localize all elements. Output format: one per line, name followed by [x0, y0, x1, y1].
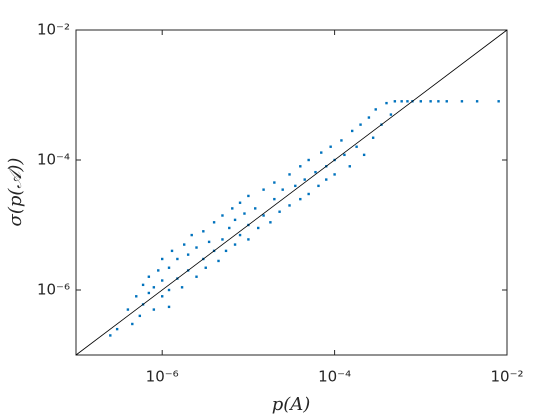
point	[152, 308, 156, 311]
point	[183, 243, 186, 246]
point	[307, 192, 310, 196]
point	[329, 145, 332, 148]
y-tick-label: 10⁻⁶	[37, 281, 70, 299]
point	[262, 214, 265, 217]
point	[217, 259, 220, 263]
point	[325, 178, 328, 181]
point	[141, 283, 145, 287]
point	[281, 188, 284, 191]
point	[314, 170, 317, 174]
point	[126, 308, 130, 311]
point	[138, 314, 142, 318]
point	[135, 295, 138, 298]
point	[221, 214, 224, 217]
point	[195, 275, 198, 278]
point	[231, 207, 234, 210]
point	[445, 100, 448, 103]
point	[359, 123, 362, 126]
point	[152, 286, 156, 289]
point	[176, 257, 179, 261]
point	[161, 295, 164, 298]
point	[406, 100, 409, 103]
point	[233, 218, 237, 222]
point	[299, 197, 302, 201]
point	[385, 101, 388, 105]
point	[247, 194, 250, 198]
point	[167, 305, 171, 309]
point	[333, 173, 336, 176]
point	[497, 100, 500, 103]
y-tick-label: 10⁻²	[37, 21, 70, 39]
point	[317, 184, 320, 188]
x-tick-label: 10⁻²	[490, 368, 523, 386]
y-tick-label: 10⁻⁴	[37, 151, 70, 169]
point	[186, 253, 190, 256]
point	[288, 204, 291, 207]
point	[429, 100, 432, 103]
point	[343, 153, 346, 157]
point	[393, 100, 397, 103]
point	[161, 257, 164, 261]
point	[400, 100, 403, 103]
point	[212, 221, 216, 224]
point	[167, 266, 171, 269]
point	[161, 279, 164, 282]
point	[243, 212, 246, 215]
point	[180, 286, 184, 289]
point	[157, 269, 160, 272]
point	[273, 197, 276, 201]
x-tick-label: 10⁻⁴	[318, 368, 351, 386]
point	[269, 221, 272, 224]
point	[307, 158, 310, 162]
point	[131, 322, 134, 326]
point	[238, 201, 242, 204]
point	[371, 136, 375, 139]
point	[257, 226, 260, 230]
point	[273, 181, 276, 184]
y-axis-title: σ(p(𝒜))	[5, 158, 26, 227]
point	[147, 275, 151, 278]
point	[109, 334, 112, 337]
point	[195, 246, 198, 249]
point	[247, 238, 250, 241]
point	[294, 184, 297, 188]
point	[190, 233, 193, 237]
point	[254, 207, 257, 210]
point	[207, 240, 211, 244]
point	[320, 151, 323, 154]
point	[299, 165, 302, 168]
point	[437, 100, 440, 103]
point	[115, 327, 119, 331]
point	[204, 266, 207, 269]
point	[362, 153, 366, 157]
point	[278, 210, 281, 213]
point	[419, 100, 422, 103]
point	[224, 249, 228, 253]
point	[262, 188, 265, 191]
x-axis-title: p(A)	[272, 394, 311, 415]
point	[340, 139, 343, 142]
point	[202, 230, 205, 233]
x-tick-label: 10⁻⁶	[146, 368, 179, 386]
point	[350, 129, 354, 133]
reference-line	[75, 29, 508, 356]
point	[374, 108, 377, 111]
point	[147, 291, 151, 295]
point	[355, 145, 358, 148]
point	[288, 173, 291, 176]
point	[167, 288, 171, 292]
point	[303, 178, 306, 181]
point	[367, 116, 371, 119]
point	[228, 226, 231, 230]
point	[170, 249, 174, 253]
point	[233, 243, 237, 246]
point	[460, 100, 464, 103]
point	[475, 100, 479, 103]
point	[238, 233, 242, 237]
point	[348, 165, 351, 168]
point	[389, 113, 393, 116]
point	[221, 238, 224, 241]
